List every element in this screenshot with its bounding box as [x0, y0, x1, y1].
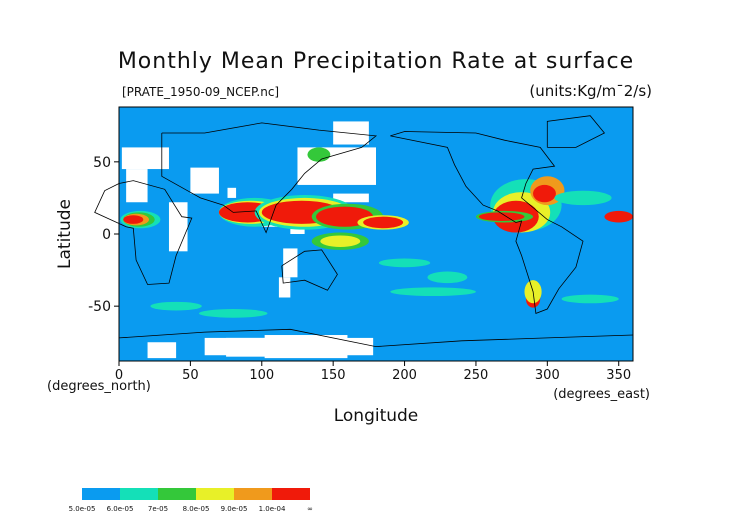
legend-label: 6.0e-05 — [107, 505, 134, 513]
coastline — [94, 180, 193, 285]
precip-cell — [478, 212, 525, 222]
y-axis-title: Latitude — [55, 199, 75, 269]
missing-cell — [333, 337, 374, 356]
legend-label: 5.0e-05 — [69, 505, 96, 513]
chart-title: Monthly Mean Precipitation Rate at surfa… — [118, 49, 634, 74]
x-tick-label: 150 — [321, 368, 346, 383]
legend-swatch — [234, 488, 272, 500]
missing-cell — [121, 147, 169, 170]
precip-cell — [533, 184, 556, 203]
x-tick-label: 0 — [115, 368, 123, 383]
missing-cell — [333, 193, 369, 203]
legend-swatch — [82, 488, 120, 500]
missing-cell — [168, 202, 188, 252]
legend-swatch — [272, 488, 310, 500]
coastline — [281, 249, 338, 291]
missing-cell — [311, 169, 362, 180]
legend-label: 9.0e-05 — [221, 505, 248, 513]
legend-label: 8.0e-05 — [183, 505, 210, 513]
missing-cell — [147, 342, 177, 359]
x-axis-ticks: 0 50 100 150 200 250 300 350 — [115, 361, 631, 383]
coastline — [546, 115, 606, 148]
coastline — [118, 328, 634, 348]
legend-swatch — [196, 488, 234, 500]
coastline — [390, 131, 584, 314]
y-tick-label: -50 — [88, 299, 111, 315]
precip-cell — [150, 301, 202, 311]
map-plot-area — [94, 106, 634, 362]
y-tick-label: 50 — [93, 155, 111, 171]
legend-swatch — [158, 488, 196, 500]
missing-cell — [278, 277, 291, 298]
units-label: (units:Kg/m¯2/s) — [529, 82, 652, 100]
missing-cell — [264, 335, 348, 359]
precip-cell — [561, 294, 619, 304]
dataset-label: [PRATE_1950-09_NCEP.nc] — [122, 85, 279, 99]
x-units-label: (degrees_east) — [553, 387, 650, 402]
precip-cell — [390, 287, 476, 297]
missing-cell — [197, 169, 208, 191]
coastline-layer — [94, 115, 634, 348]
legend-label: 1.0e-04 — [259, 505, 286, 513]
y-tick-label: 0 — [102, 227, 111, 243]
missing-cell — [283, 248, 298, 278]
missing-cell — [358, 158, 376, 174]
x-tick-label: 100 — [249, 368, 274, 383]
y-axis-ticks: 50 0 -50 — [88, 155, 119, 315]
precip-cell — [198, 309, 268, 318]
missing-cell — [227, 187, 237, 198]
precip-cell — [320, 235, 361, 247]
precipitation-layer — [120, 147, 633, 318]
x-tick-label: 300 — [535, 368, 560, 383]
precip-cell — [307, 147, 331, 162]
color-legend: 5.0e-05 6.0e-05 7e-05 8.0e-05 9.0e-05 1.0e-04… — [69, 488, 313, 513]
missing-cell — [126, 169, 148, 203]
legend-label: ∞ — [307, 505, 313, 513]
coastline — [161, 122, 378, 234]
y-units-label: (degrees_north) — [47, 379, 151, 394]
precip-cell — [378, 258, 431, 268]
precip-cell — [427, 271, 468, 284]
legend-swatch — [120, 488, 158, 500]
precip-cell — [604, 210, 633, 223]
x-tick-label: 350 — [606, 368, 631, 383]
precip-cell — [363, 216, 404, 229]
x-tick-label: 200 — [392, 368, 417, 383]
x-axis-title: Longitude — [334, 406, 419, 426]
plot-background — [119, 107, 633, 361]
legend-label: 7e-05 — [148, 505, 168, 513]
missing-cell — [226, 337, 269, 357]
x-tick-label: 250 — [464, 368, 489, 383]
precip-cell — [554, 190, 612, 206]
x-tick-label: 50 — [182, 368, 199, 383]
precip-cell — [123, 215, 144, 224]
